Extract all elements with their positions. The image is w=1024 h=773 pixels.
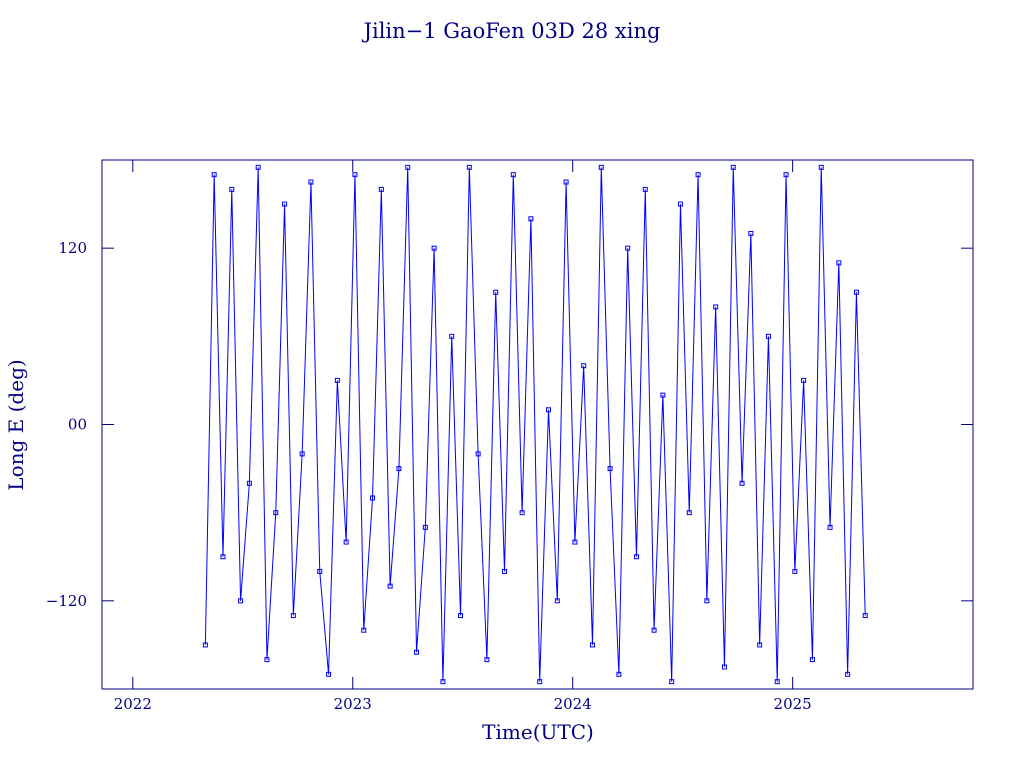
series-line <box>204 167 866 682</box>
point <box>202 642 208 648</box>
y-tick-label: 00 <box>68 416 87 434</box>
chart-title: Jilin−1 GaoFen 03D 28 xing <box>362 19 661 43</box>
y-tick-label: −120 <box>46 592 87 610</box>
point <box>757 642 763 648</box>
point <box>361 627 367 633</box>
point <box>290 613 296 619</box>
x-tick-label: 2024 <box>554 695 592 713</box>
point <box>343 539 349 545</box>
point <box>669 679 675 685</box>
point <box>686 510 692 516</box>
point <box>721 664 727 670</box>
point <box>246 480 252 486</box>
y-axis-label: Long E (deg) <box>4 359 28 490</box>
point <box>853 289 859 295</box>
point <box>537 679 543 685</box>
point <box>704 598 710 604</box>
point <box>370 495 376 501</box>
point <box>255 164 261 170</box>
x-tick-label: 2025 <box>774 695 812 713</box>
point <box>862 613 868 619</box>
point <box>273 510 279 516</box>
point <box>317 568 323 574</box>
point <box>545 407 551 413</box>
point <box>765 333 771 339</box>
point <box>264 657 270 663</box>
x-tick-label: 2022 <box>114 695 152 713</box>
point <box>440 679 446 685</box>
point <box>809 657 815 663</box>
point <box>238 598 244 604</box>
point <box>598 164 604 170</box>
point <box>774 679 780 685</box>
point <box>334 377 340 383</box>
point <box>431 245 437 251</box>
point <box>449 333 455 339</box>
point <box>818 164 824 170</box>
point <box>677 201 683 207</box>
point <box>519 510 525 516</box>
point <box>695 172 701 178</box>
point <box>484 657 490 663</box>
point <box>308 179 314 185</box>
point <box>625 245 631 251</box>
point <box>422 524 428 530</box>
point <box>748 230 754 236</box>
point <box>713 304 719 310</box>
point <box>502 568 508 574</box>
point <box>493 289 499 295</box>
point <box>475 451 481 457</box>
point <box>642 186 648 192</box>
x-tick-label: 2023 <box>334 695 372 713</box>
point <box>801 377 807 383</box>
point <box>589 642 595 648</box>
point <box>554 598 560 604</box>
point <box>405 164 411 170</box>
y-tick-label: 120 <box>58 239 87 257</box>
point <box>563 179 569 185</box>
point <box>211 172 217 178</box>
point <box>827 524 833 530</box>
point <box>792 568 798 574</box>
point <box>572 539 578 545</box>
point <box>607 466 613 472</box>
point <box>282 201 288 207</box>
point <box>528 216 534 222</box>
point <box>510 172 516 178</box>
point <box>845 671 851 677</box>
point <box>581 363 587 369</box>
point <box>730 164 736 170</box>
point <box>466 164 472 170</box>
point <box>326 671 332 677</box>
point <box>387 583 393 589</box>
point <box>229 186 235 192</box>
point <box>396 466 402 472</box>
point <box>220 554 226 560</box>
point <box>651 627 657 633</box>
x-axis-label: Time(UTC) <box>482 720 594 744</box>
point <box>633 554 639 560</box>
point <box>616 671 622 677</box>
point <box>299 451 305 457</box>
point <box>352 172 358 178</box>
point <box>458 613 464 619</box>
point <box>783 172 789 178</box>
point <box>378 186 384 192</box>
point <box>660 392 666 398</box>
plot-area <box>202 164 868 685</box>
point <box>836 260 842 266</box>
point <box>739 480 745 486</box>
point <box>414 649 420 655</box>
